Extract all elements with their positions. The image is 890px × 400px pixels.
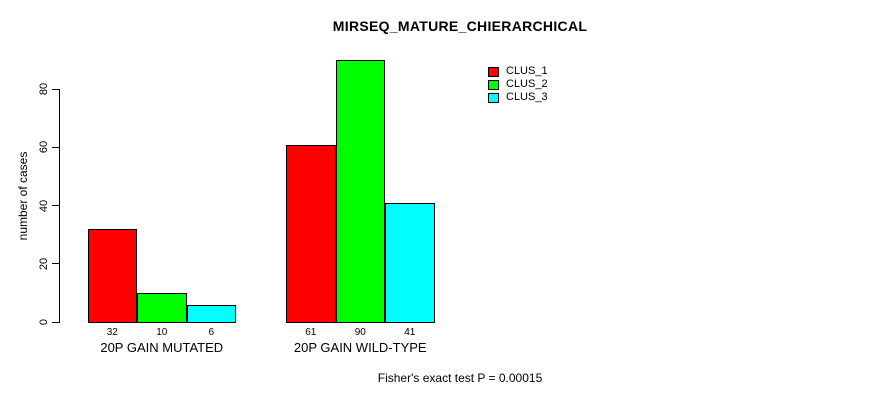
legend-item-label: CLUS_3 bbox=[506, 91, 548, 103]
y-tick-mark bbox=[52, 205, 59, 207]
bar-value-label: 41 bbox=[404, 327, 416, 338]
legend: CLUS_1 CLUS_2 CLUS_3 bbox=[488, 65, 548, 104]
legend-swatch-icon bbox=[488, 66, 499, 77]
y-tick-label: 60 bbox=[38, 141, 50, 154]
y-axis-label: number of cases bbox=[16, 151, 30, 241]
y-tick-label: 20 bbox=[38, 257, 50, 270]
y-tick-label: 0 bbox=[38, 318, 50, 326]
chart-title: MIRSEQ_MATURE_CHIERARCHICAL bbox=[332, 18, 588, 34]
bar-clus_1-2 bbox=[286, 144, 336, 323]
category-label: 20P GAIN WILD-TYPE bbox=[293, 340, 427, 355]
y-tick-mark bbox=[52, 146, 59, 148]
y-tick-mark bbox=[52, 88, 59, 90]
y-tick-mark bbox=[52, 321, 59, 323]
bar-value-label: 10 bbox=[156, 327, 168, 338]
legend-swatch-icon bbox=[488, 92, 499, 103]
legend-swatch-icon bbox=[488, 79, 499, 90]
bar-clus_2-1 bbox=[137, 292, 187, 323]
y-tick-label: 40 bbox=[38, 199, 50, 212]
bar-clus_3-1 bbox=[186, 304, 236, 323]
y-axis-line bbox=[59, 89, 60, 323]
bar-value-label: 6 bbox=[208, 327, 215, 338]
annotation-text: Fisher's exact test P = 0.00015 bbox=[377, 371, 543, 385]
category-label: 20P GAIN MUTATED bbox=[100, 340, 224, 355]
y-tick-label: 80 bbox=[38, 83, 50, 96]
bar-value-label: 32 bbox=[106, 327, 118, 338]
bar-value-label: 90 bbox=[354, 327, 366, 338]
y-tick-mark bbox=[52, 263, 59, 265]
bar-clus_3-2 bbox=[385, 202, 435, 323]
legend-item-clus_3: CLUS_3 bbox=[488, 91, 548, 104]
bar-value-label: 61 bbox=[305, 327, 317, 338]
legend-item-label: CLUS_2 bbox=[506, 78, 548, 90]
legend-item-label: CLUS_1 bbox=[506, 65, 548, 77]
legend-item-clus_2: CLUS_2 bbox=[488, 78, 548, 91]
bar-clus_1-1 bbox=[87, 228, 137, 323]
bar-clus_2-2 bbox=[335, 60, 385, 323]
legend-item-clus_1: CLUS_1 bbox=[488, 65, 548, 78]
